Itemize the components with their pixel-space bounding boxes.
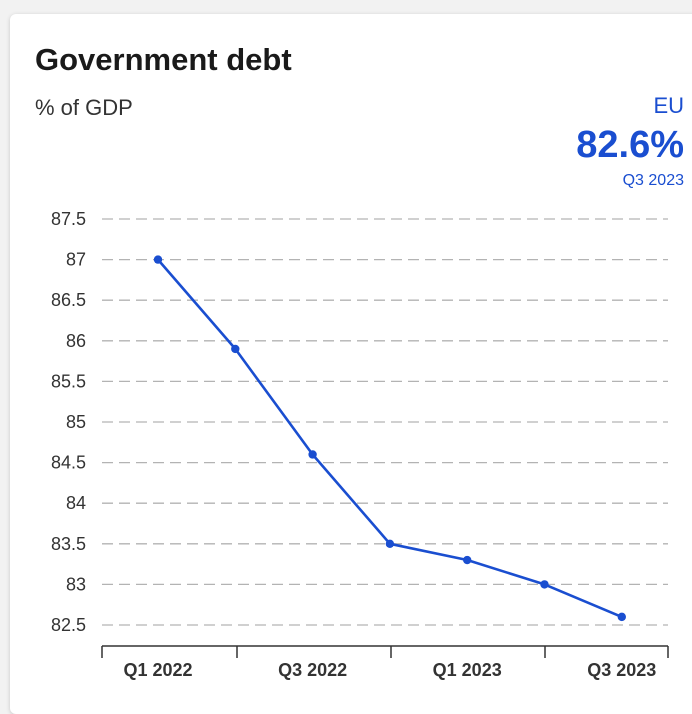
y-tick-label: 87.5 — [51, 209, 86, 229]
y-tick-label: 86.5 — [51, 290, 86, 310]
y-axis-ticks: 87.5 87 86.5 86 85.5 85 84.5 84 83.5 83 82.5 — [51, 209, 86, 635]
x-tick-label: Q1 2022 — [123, 660, 192, 680]
x-tick-label: Q3 2023 — [587, 660, 656, 680]
data-point — [153, 255, 163, 264]
series-eu — [153, 255, 626, 622]
y-tick-label: 83.5 — [51, 534, 86, 554]
data-point — [540, 580, 549, 589]
y-tick-label: 82.5 — [51, 615, 86, 635]
x-axis: Q1 2022 Q3 2022 Q1 2023 Q3 2023 — [101, 645, 669, 680]
x-tick-label: Q1 2023 — [433, 660, 502, 680]
data-point — [617, 612, 626, 622]
y-tick-label: 85.5 — [51, 371, 86, 391]
data-point — [463, 555, 472, 565]
chart-subtitle: % of GDP — [35, 95, 133, 120]
y-tick-label: 84 — [66, 493, 86, 513]
data-point — [385, 539, 395, 548]
data-point — [231, 344, 240, 354]
y-tick-label: 84.5 — [51, 453, 86, 473]
kpi-value: 82.6% — [576, 124, 684, 166]
kpi-period: Q3 2023 — [622, 172, 684, 189]
y-tick-label: 83 — [66, 574, 86, 594]
y-tick-label: 85 — [66, 412, 86, 432]
y-tick-label: 87 — [66, 250, 86, 270]
kpi-region-label: EU — [653, 93, 684, 118]
y-tick-label: 86 — [66, 331, 86, 351]
gridlines — [102, 218, 668, 626]
chart-title: Government debt — [35, 42, 292, 77]
x-tick-label: Q3 2022 — [278, 660, 347, 680]
series-line — [156, 258, 624, 619]
data-point — [308, 450, 317, 459]
